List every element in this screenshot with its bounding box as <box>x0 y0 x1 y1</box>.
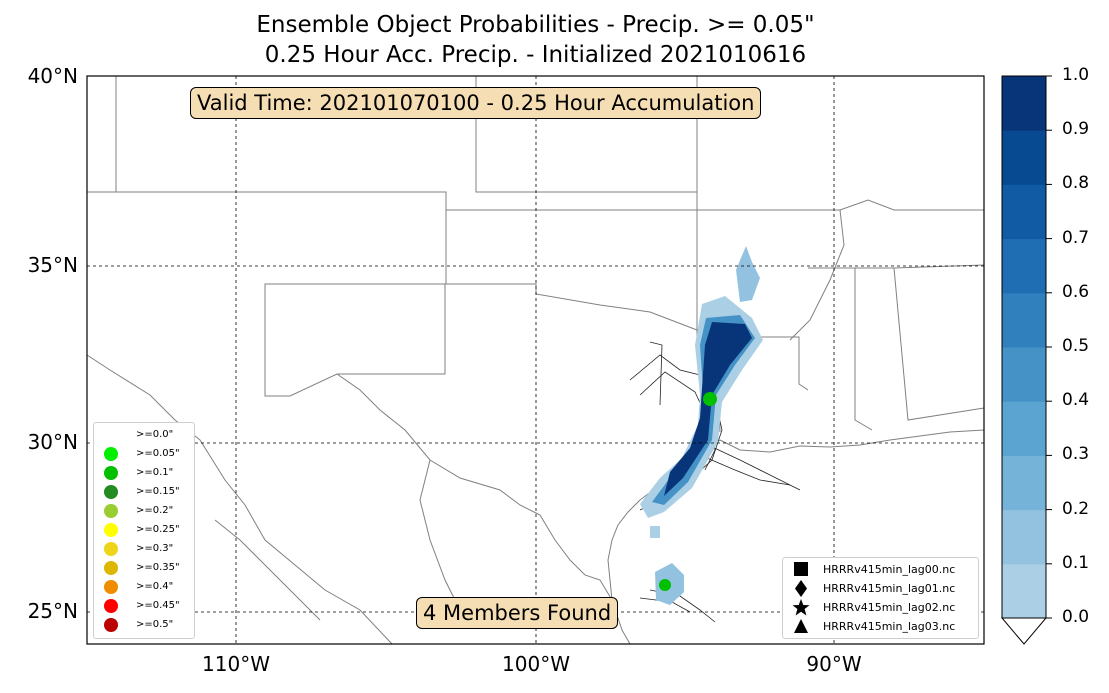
member-label: HRRRv415min_lag02.nc <box>823 601 956 614</box>
threshold-label: >=0.4" <box>136 581 174 592</box>
map-background <box>87 76 984 644</box>
threshold-legend-item: >=0.3" <box>103 540 193 559</box>
colorbar-frame <box>1001 75 1047 619</box>
map-frame <box>86 75 985 645</box>
colorbar-segment <box>1002 292 1046 348</box>
colorbar-segment <box>1002 130 1046 185</box>
colorbar-tick-label: 0.1 <box>1062 552 1090 573</box>
threshold-color-marker <box>104 428 118 442</box>
threshold-color-marker <box>104 542 118 556</box>
member-label: HRRRv415min_lag01.nc <box>823 582 956 595</box>
threshold-legend-item: >=0.0" <box>103 426 193 445</box>
member-label: HRRRv415min_lag03.nc <box>823 620 956 633</box>
probability-fill <box>640 246 763 605</box>
colorbar <box>1002 75 1052 619</box>
chart-title-line-1: Ensemble Object Probabilities - Precip. … <box>256 12 815 38</box>
colorbar-segment <box>1002 509 1046 565</box>
colorbar-tick-label: 0.2 <box>1062 498 1090 519</box>
colorbar-segment <box>1002 401 1046 456</box>
threshold-legend-item: >=0.25" <box>103 521 193 540</box>
chart-title-line-2: 0.25 Hour Acc. Precip. - Initialized 202… <box>264 42 807 68</box>
colorbar-segment <box>1002 347 1046 402</box>
colorbar-tick-label: 0.5 <box>1062 336 1090 356</box>
threshold-color-marker <box>104 618 118 632</box>
threshold-label: >=0.25" <box>136 524 180 535</box>
threshold-legend-item: >=0.05" <box>103 445 193 464</box>
square-marker-icon <box>794 562 808 576</box>
colorbar-tick-label: 0.4 <box>1062 390 1090 411</box>
threshold-legend-item: >=0.1" <box>103 464 193 483</box>
lon-label-100w: 100°W <box>502 652 570 676</box>
lat-label-25: 25°N <box>27 599 78 623</box>
colorbar-tick-label: 0.8 <box>1062 173 1090 194</box>
threshold-color-marker <box>104 466 118 480</box>
colorbar-tick-label: 1.0 <box>1062 65 1090 85</box>
threshold-color-marker <box>104 599 118 613</box>
lat-label-30: 30°N <box>27 430 78 454</box>
member-legend-item: HRRRv415min_lag00.nc <box>791 560 976 579</box>
diamond-marker-icon <box>795 580 807 597</box>
threshold-label: >=0.45" <box>136 600 180 611</box>
lat-label-35: 35°N <box>27 253 78 277</box>
threshold-legend-item: >=0.2" <box>103 502 193 521</box>
member-legend-item: HRRRv415min_lag02.nc <box>791 598 976 617</box>
lon-label-110w: 110°W <box>202 652 270 676</box>
threshold-legend-item: >=0.15" <box>103 483 193 502</box>
member-label: HRRRv415min_lag00.nc <box>823 563 956 576</box>
lon-label-90w: 90°W <box>806 652 862 676</box>
valid-time-box: Valid Time: 202101070100 - 0.25 Hour Acc… <box>190 87 762 119</box>
colorbar-tick-label: 0.9 <box>1062 119 1090 140</box>
threshold-color-marker <box>104 485 118 499</box>
colorbar-segment <box>1002 184 1046 240</box>
colorbar-tick-label: 0.3 <box>1062 444 1090 465</box>
threshold-legend-item: >=0.5" <box>103 616 193 635</box>
threshold-legend-item: >=0.45" <box>103 597 193 616</box>
threshold-color-marker <box>104 580 118 594</box>
threshold-label: >=0.35" <box>136 562 180 573</box>
threshold-label: >=0.15" <box>136 486 180 497</box>
threshold-color-marker <box>104 561 118 575</box>
colorbar-segment <box>1002 455 1046 511</box>
colorbar-segment <box>1002 563 1046 619</box>
threshold-color-marker <box>104 523 118 537</box>
colorbar-segment <box>1002 76 1046 131</box>
colorbar-segment <box>1002 238 1046 294</box>
member-legend-item: HRRRv415min_lag01.nc <box>791 579 976 598</box>
threshold-color-marker <box>104 504 118 518</box>
threshold-label: >=0.0" <box>136 429 174 440</box>
threshold-label: >=0.2" <box>136 505 174 516</box>
threshold-color-marker <box>104 447 118 461</box>
threshold-legend: >=0.0" >=0.05" >=0.1" >=0.15" >=0.2" >=0.25" >… <box>93 422 195 639</box>
member-legend: HRRRv415min_lag00.nc HRRRv415min_lag01.nc… <box>782 557 979 639</box>
gulf-coastline <box>719 429 985 453</box>
threshold-legend-item: >=0.4" <box>103 578 193 597</box>
colorbar-tick-label: 0.6 <box>1062 281 1090 302</box>
threshold-label: >=0.05" <box>136 448 180 459</box>
graticule <box>87 76 984 644</box>
lat-label-40: 40°N <box>27 64 78 88</box>
threshold-label: >=0.1" <box>136 467 174 478</box>
threshold-label: >=0.3" <box>136 543 174 554</box>
star-marker-icon <box>792 599 810 616</box>
triangle-marker-icon <box>794 619 808 633</box>
colorbar-tick-label: 0.7 <box>1062 227 1090 248</box>
threshold-label: >=0.5" <box>136 619 174 630</box>
members-found-box: 4 Members Found <box>416 597 619 629</box>
colorbar-tick-label: 0.0 <box>1062 607 1090 627</box>
member-legend-item: HRRRv415min_lag03.nc <box>791 617 976 636</box>
colorbar-extend-min <box>1000 617 1048 645</box>
threshold-legend-item: >=0.35" <box>103 559 193 578</box>
